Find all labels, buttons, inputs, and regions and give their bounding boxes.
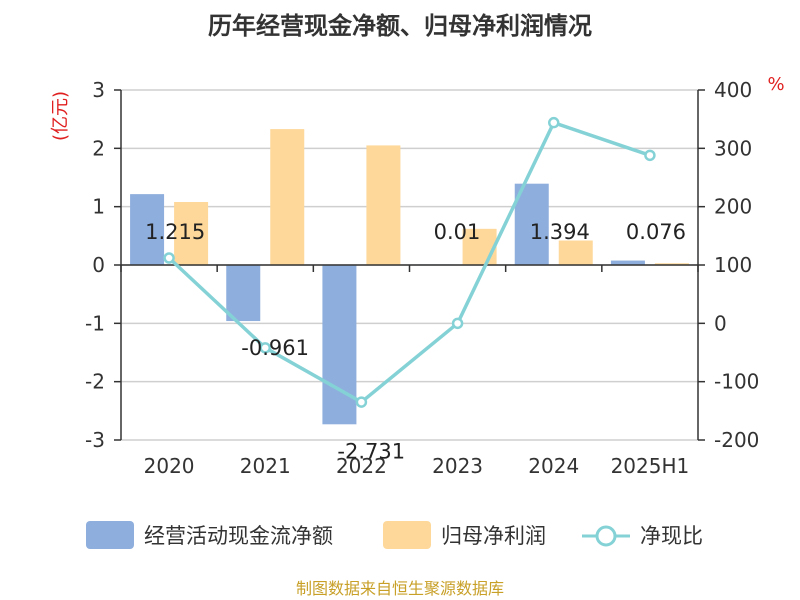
x-axis-tick-label: 2020: [144, 454, 195, 478]
left-axis-tick-label: 1: [92, 195, 105, 219]
right-axis-tick-label: -100: [714, 370, 759, 394]
right-axis-tick-label: 100: [714, 253, 752, 277]
left-axis-tick-label: -2: [85, 370, 105, 394]
ratio-point: [259, 342, 271, 354]
right-axis-unit: %: [767, 74, 784, 95]
x-axis-tick-label: 2023: [432, 454, 483, 478]
source-note: 制图数据来自恒生聚源数据库: [296, 579, 504, 598]
ratio-point: [644, 149, 656, 162]
ratio-line: [167, 120, 651, 404]
ratio-line-group: [163, 116, 656, 408]
bar-net-profit: [558, 240, 593, 265]
data-label-cashflow: 1.394: [530, 220, 590, 244]
ratio-point: [163, 252, 175, 264]
x-axis-tick-label: 2025H1: [611, 454, 690, 478]
bar-net-profit: [366, 145, 401, 265]
data-labels: 1.215 -0.961 -2.731 0.01 1.394 0.076: [145, 220, 686, 463]
bar-cashflow: [226, 265, 261, 322]
right-axis-tick-label: 200: [714, 195, 752, 219]
ratio-point: [548, 116, 560, 129]
ratio-point: [355, 396, 368, 408]
bar-cashflow: [514, 183, 549, 265]
left-axis-tick-label: -3: [85, 428, 105, 452]
data-label-cashflow: -0.961: [241, 336, 309, 360]
legend-label-ratio: 净现比: [640, 524, 703, 548]
left-axis-tick-label: -1: [85, 311, 105, 335]
data-label-cashflow: 0.076: [626, 220, 686, 244]
right-axis-tick-label: 400: [714, 78, 752, 102]
bar-cashflow: [130, 194, 165, 265]
bar-net-profit: [654, 263, 689, 265]
bar-net-profit: [174, 202, 209, 265]
bar-group: [130, 129, 689, 425]
data-label-cashflow: 1.215: [145, 220, 205, 244]
left-axis-tick-label: 0: [92, 253, 105, 277]
legend-label-cashflow: 经营活动现金流净额: [144, 524, 333, 548]
right-axis-tick-label: -200: [714, 428, 759, 452]
left-axis-tick-label: 2: [92, 136, 105, 160]
legend-label-net-profit: 归母净利润: [441, 524, 546, 548]
legend-swatch-net-profit: [383, 521, 431, 549]
data-label-cashflow: -2.731: [337, 439, 405, 463]
left-axis-tick-label: 3: [92, 78, 105, 102]
legend-marker-ratio: [595, 525, 617, 547]
chart-title: 历年经营现金净额、归母净利润情况: [208, 12, 592, 40]
bar-cashflow: [322, 265, 357, 425]
bar-cashflow: [610, 260, 645, 265]
right-axis-tick-label: 0: [714, 311, 727, 335]
bar-net-profit: [462, 228, 497, 265]
x-axis-tick-label: 2022: [336, 454, 387, 478]
x-axis-tick-label: 2021: [240, 454, 291, 478]
x-axis-tick-label: 2024: [528, 454, 579, 478]
legend: 经营活动现金流净额 归母净利润 净现比: [86, 521, 703, 549]
data-label-cashflow: 0.01: [434, 220, 481, 244]
bar-net-profit: [270, 129, 305, 265]
axes: 3 2 1 0 -1 -2 -3 400 300 200 100 0 -100 -200 2020 2021 2…: [85, 78, 759, 478]
ratio-point: [451, 317, 464, 330]
legend-swatch-cashflow: [86, 521, 134, 549]
right-axis-tick-label: 300: [714, 136, 752, 160]
left-axis-unit: (亿元): [50, 91, 71, 141]
